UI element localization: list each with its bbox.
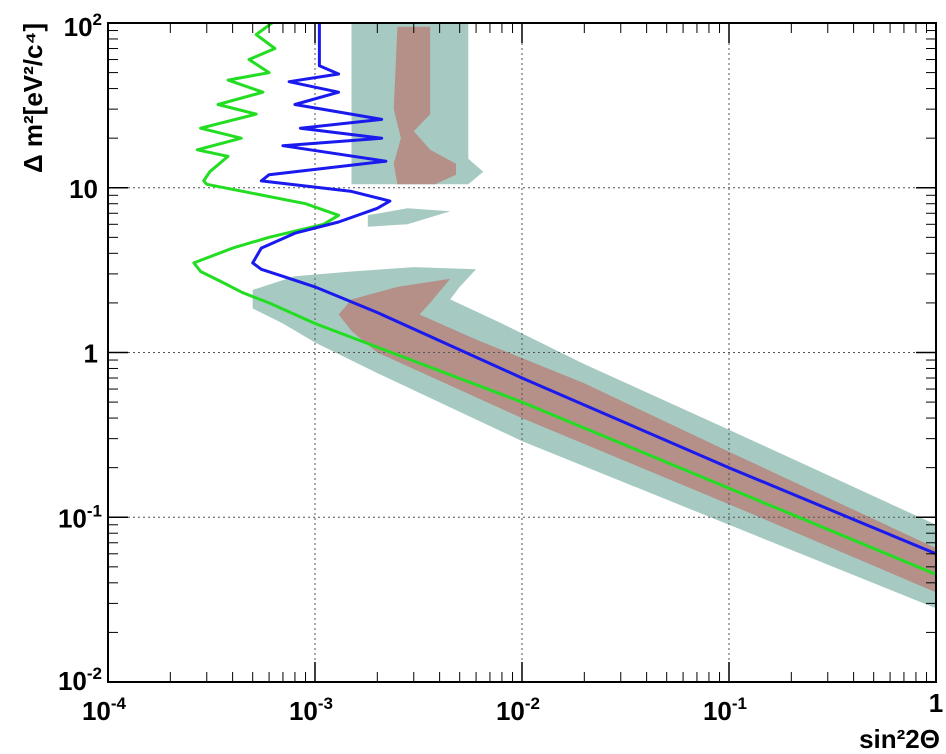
series-line-0 <box>192 21 937 576</box>
region-1-polygon-0 <box>393 26 456 185</box>
x-tick-label: 10-3 <box>289 694 333 726</box>
y-tick-label: 10-2 <box>58 664 102 696</box>
tick-marks <box>107 22 937 683</box>
y-axis-label: Δ m²[eV²/c⁴] <box>18 23 48 173</box>
x-tick-label: 1 <box>929 688 943 718</box>
y-tick-label: 1 <box>84 339 98 369</box>
y-tick-label: 10-1 <box>58 501 102 533</box>
tick-labels: 10-4 10-3 10-2 10-1 1 10-2 10-1 1 10 102 <box>58 10 943 726</box>
series-line-1 <box>251 23 937 556</box>
x-axis-label: sin²2Θ <box>859 724 940 754</box>
x-tick-label: 10-1 <box>703 694 747 726</box>
region-0-polygon-1 <box>367 208 451 227</box>
exclusion-curves <box>192 21 937 576</box>
y-tick-label: 102 <box>64 10 102 42</box>
x-tick-label: 10-2 <box>496 694 540 726</box>
allowed-regions <box>252 23 937 609</box>
y-tick-label: 10 <box>69 174 98 204</box>
region-1-polygon-1 <box>338 278 937 593</box>
x-tick-label: 10-4 <box>82 694 127 726</box>
